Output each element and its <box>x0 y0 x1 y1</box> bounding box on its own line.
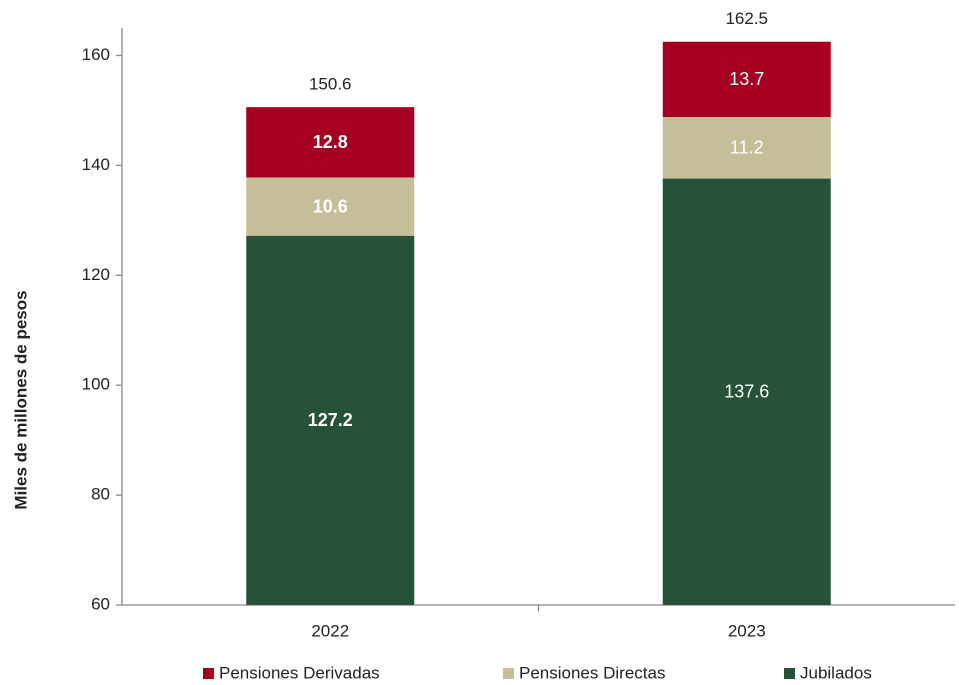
legend-swatch <box>203 668 214 679</box>
legend-swatch <box>503 668 514 679</box>
y-tick-label: 80 <box>91 485 110 504</box>
y-tick-label: 160 <box>82 45 110 64</box>
bar-segment <box>246 107 415 178</box>
y-tick-label: 60 <box>91 594 110 613</box>
total-label: 162.5 <box>725 9 768 28</box>
y-tick-label: 120 <box>82 265 110 284</box>
bar-value-label: 12.8 <box>313 132 348 152</box>
y-tick-label: 140 <box>82 155 110 174</box>
legend-label: Jubilados <box>800 663 872 682</box>
bar-segment <box>662 117 831 179</box>
bar-segment <box>662 41 831 118</box>
legend-label: Pensiones Derivadas <box>219 663 380 682</box>
bar-value-label: 127.2 <box>308 410 353 430</box>
y-tick-label: 100 <box>82 375 110 394</box>
x-tick-label: 2022 <box>311 621 349 640</box>
bar-value-label: 11.2 <box>730 138 764 158</box>
bar-value-label: 10.6 <box>313 196 348 216</box>
bar-value-label: 13.7 <box>729 69 764 89</box>
bar-segment <box>662 178 831 605</box>
legend-swatch <box>784 668 795 679</box>
total-label: 150.6 <box>309 75 352 94</box>
bar-segment <box>246 177 415 236</box>
legend-label: Pensiones Directas <box>519 663 665 682</box>
y-axis-label: Miles de millones de pesos <box>11 290 30 509</box>
bar-segment <box>246 235 415 605</box>
bar-value-label: 137.6 <box>724 382 769 402</box>
x-tick-label: 2023 <box>728 621 766 640</box>
